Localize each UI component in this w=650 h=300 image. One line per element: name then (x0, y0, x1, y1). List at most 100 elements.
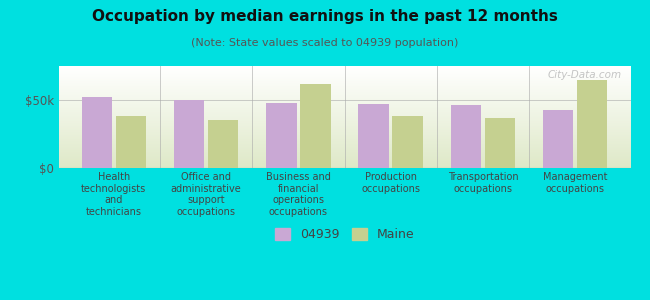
Bar (58, 138, 650, 139)
Bar (58, 116, 650, 117)
Bar (58, 130, 650, 131)
Bar (58, 74, 650, 75)
Bar (58, 132, 650, 133)
Bar (58, 161, 650, 162)
Bar (58, 73, 650, 74)
Bar (58, 92, 650, 93)
Bar (58, 144, 650, 145)
Text: Occupation by median earnings in the past 12 months: Occupation by median earnings in the pas… (92, 9, 558, 24)
Bar (58, 124, 650, 125)
Bar (58, 127, 650, 128)
Bar (58, 66, 650, 67)
Bar (58, 75, 650, 76)
Bar (58, 140, 650, 141)
Bar (58, 114, 650, 115)
Bar (174, 100, 204, 168)
Bar (58, 112, 650, 113)
Bar (58, 141, 650, 142)
Bar (58, 77, 650, 78)
Bar (58, 86, 650, 87)
Bar (58, 102, 650, 103)
Bar (208, 120, 239, 168)
Bar (58, 107, 650, 108)
Bar (58, 100, 650, 101)
Bar (58, 133, 650, 134)
Bar (58, 67, 650, 68)
Bar (58, 105, 650, 106)
Bar (58, 120, 650, 121)
Bar (58, 151, 650, 152)
Bar (58, 137, 650, 138)
Bar (58, 98, 650, 99)
Bar (58, 110, 650, 111)
Bar (58, 129, 650, 130)
Bar (58, 149, 650, 150)
Bar (58, 162, 650, 163)
Bar (58, 71, 650, 72)
Bar (58, 109, 650, 110)
Bar (58, 88, 650, 89)
Bar (58, 106, 650, 107)
Bar (58, 93, 650, 94)
Bar (58, 125, 650, 126)
Bar (58, 147, 650, 148)
Bar (58, 143, 650, 144)
Bar (58, 108, 650, 109)
Bar (58, 89, 650, 90)
Bar (58, 128, 650, 129)
Bar (58, 117, 650, 118)
Bar (58, 153, 650, 154)
Bar (58, 79, 650, 80)
Bar (58, 146, 650, 147)
Bar (58, 87, 650, 88)
Bar (58, 115, 650, 116)
Bar (58, 90, 650, 91)
Bar (58, 118, 650, 119)
Bar (58, 97, 650, 98)
Bar (58, 155, 650, 156)
Bar (58, 160, 650, 161)
Bar (58, 69, 650, 70)
Bar (58, 123, 650, 124)
Bar (300, 84, 331, 168)
Bar (58, 167, 650, 168)
Bar (58, 96, 650, 97)
Bar (577, 80, 608, 168)
Bar (58, 111, 650, 112)
Bar (58, 157, 650, 158)
Bar (81, 97, 112, 168)
Bar (58, 68, 650, 69)
Bar (58, 101, 650, 102)
Bar (58, 99, 650, 100)
Bar (58, 145, 650, 146)
Bar (58, 119, 650, 120)
Bar (58, 78, 650, 79)
Bar (58, 121, 650, 122)
Bar (58, 156, 650, 157)
Bar (266, 103, 296, 168)
Bar (58, 134, 650, 135)
Bar (58, 80, 650, 81)
Bar (58, 113, 650, 114)
Bar (58, 94, 650, 95)
Bar (543, 110, 573, 168)
Bar (450, 105, 481, 168)
Text: City-Data.com: City-Data.com (548, 70, 622, 80)
Bar (58, 136, 650, 137)
Bar (58, 131, 650, 132)
Bar (58, 76, 650, 77)
Bar (58, 142, 650, 143)
Bar (58, 148, 650, 149)
Bar (58, 85, 650, 86)
Bar (58, 103, 650, 104)
Bar (116, 116, 146, 168)
Bar (58, 152, 650, 153)
Bar (58, 164, 650, 165)
Bar (485, 118, 515, 168)
Bar (58, 139, 650, 140)
Bar (58, 82, 650, 83)
Bar (58, 83, 650, 84)
Bar (58, 158, 650, 159)
Bar (58, 159, 650, 160)
Bar (58, 154, 650, 155)
